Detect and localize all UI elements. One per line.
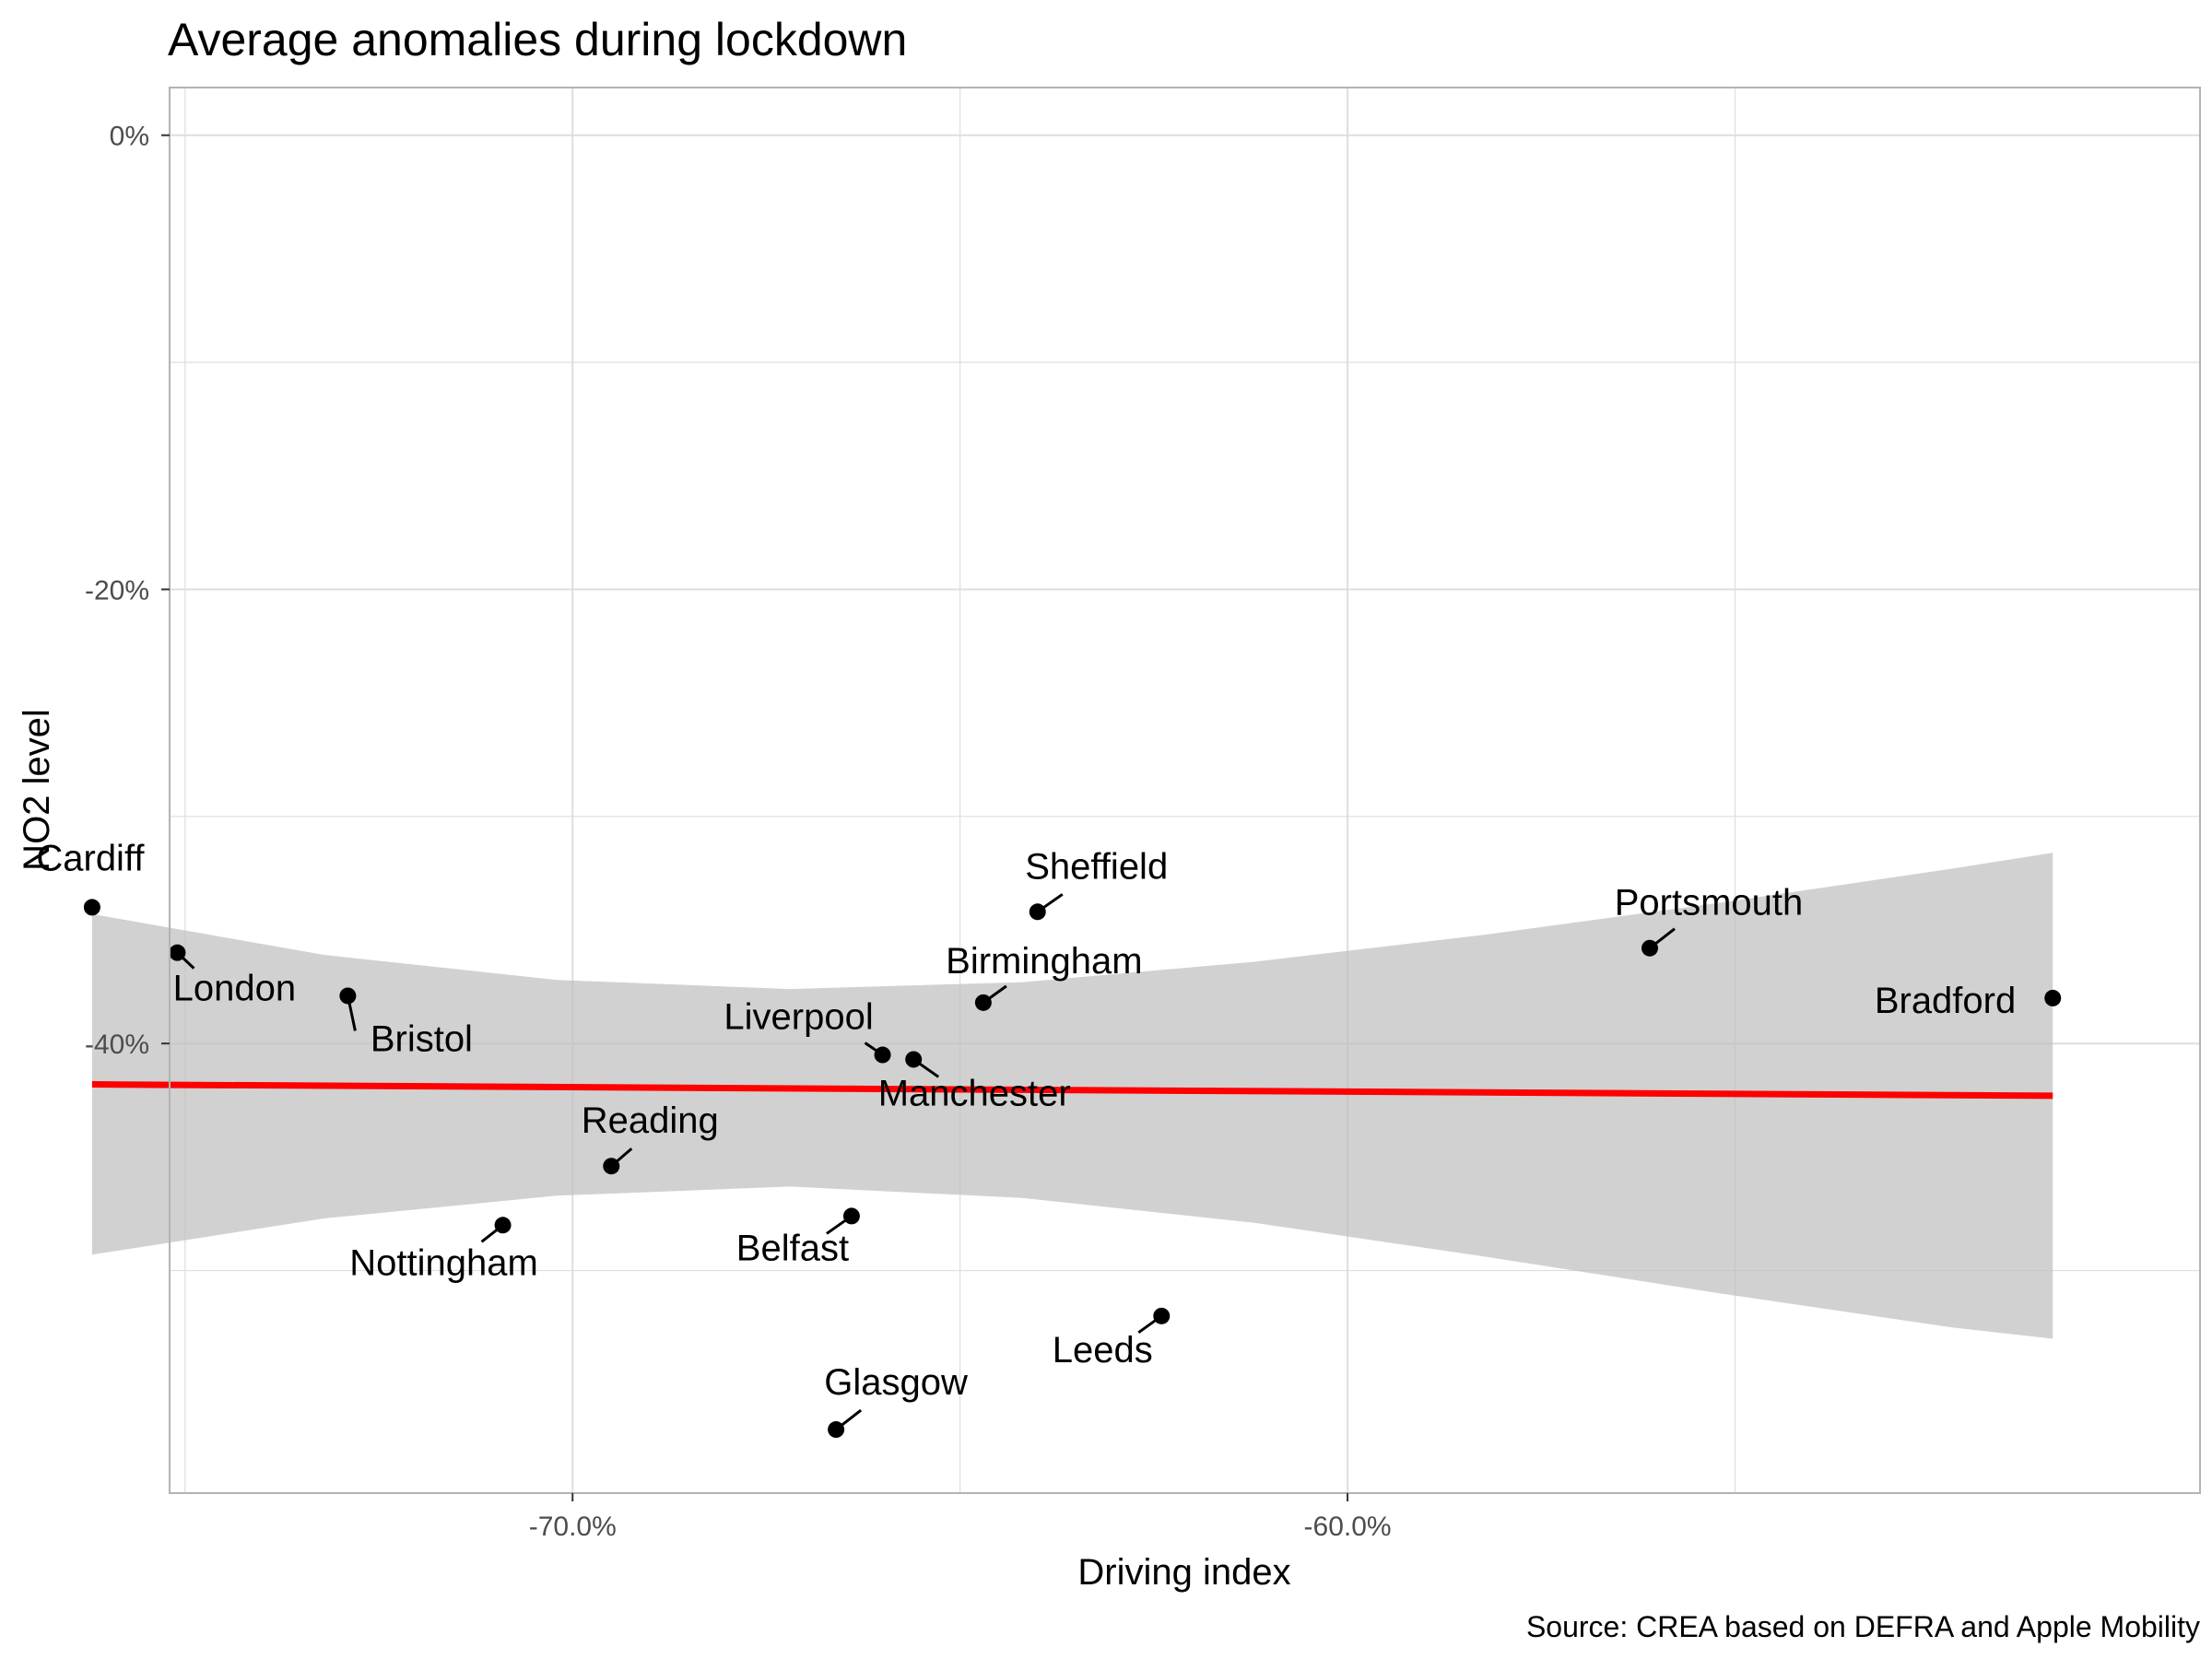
trend-line (91, 1081, 2053, 1100)
point-reading (603, 1158, 620, 1175)
point-label-belfast: Belfast (736, 1228, 849, 1268)
point-manchester (905, 1051, 923, 1068)
point-label-reading: Reading (582, 1100, 719, 1141)
chart-title: Average anomalies during lockdown (168, 14, 907, 65)
point-label-nottingham: Nottingham (349, 1242, 538, 1283)
y-axis-title: NO2 level (17, 709, 57, 871)
x-axis-ticks: -70.0% -60.0% (529, 1493, 1392, 1542)
panel-border (169, 87, 2201, 1494)
y-axis-ticks: 0% -20% -40% (85, 122, 170, 1060)
x-tick-label: -70.0% (529, 1512, 617, 1542)
point-label-glasgow: Glasgow (824, 1362, 968, 1403)
point-label-bradford: Bradford (1875, 981, 2016, 1021)
confidence-band (91, 853, 2053, 1339)
point-labels: Cardiff London Bristol Nottingham Reading Gla… (36, 838, 2016, 1403)
point-sheffield (1029, 903, 1046, 921)
point-portsmouth (1641, 939, 1659, 957)
point-glasgow (828, 1421, 845, 1439)
y-tick-label: -20% (85, 575, 149, 606)
point-label-bristol: Bristol (371, 1018, 473, 1059)
point-bradford (2044, 989, 2062, 1006)
point-birmingham (974, 994, 992, 1011)
x-tick-label: -60.0% (1304, 1512, 1392, 1542)
point-belfast (842, 1207, 860, 1225)
point-label-birmingham: Birmingham (946, 941, 1142, 982)
point-label-cardiff: Cardiff (36, 838, 145, 878)
point-bristol (339, 987, 357, 1005)
point-liverpool (874, 1046, 891, 1064)
point-label-london: London (173, 969, 296, 1009)
point-label-liverpool: Liverpool (724, 997, 873, 1038)
point-label-leeds: Leeds (1053, 1330, 1153, 1371)
point-label-manchester: Manchester (878, 1073, 1071, 1113)
point-cardiff (83, 899, 100, 916)
point-label-sheffield: Sheffield (1025, 846, 1168, 887)
y-tick-label: 0% (110, 122, 149, 152)
data-points (83, 899, 2062, 1439)
x-axis-title: Driving index (1077, 1552, 1290, 1593)
source-caption: Source: CREA based on DEFRA and Apple Mo… (1526, 1610, 2200, 1643)
point-leeds (1153, 1307, 1171, 1324)
point-london (169, 944, 186, 961)
trend-line-layer (91, 1081, 2053, 1100)
point-nottingham (494, 1217, 512, 1234)
confidence-band-layer (91, 853, 2053, 1339)
y-tick-label: -40% (85, 1030, 149, 1060)
point-label-portsmouth: Portsmouth (1615, 883, 1804, 924)
